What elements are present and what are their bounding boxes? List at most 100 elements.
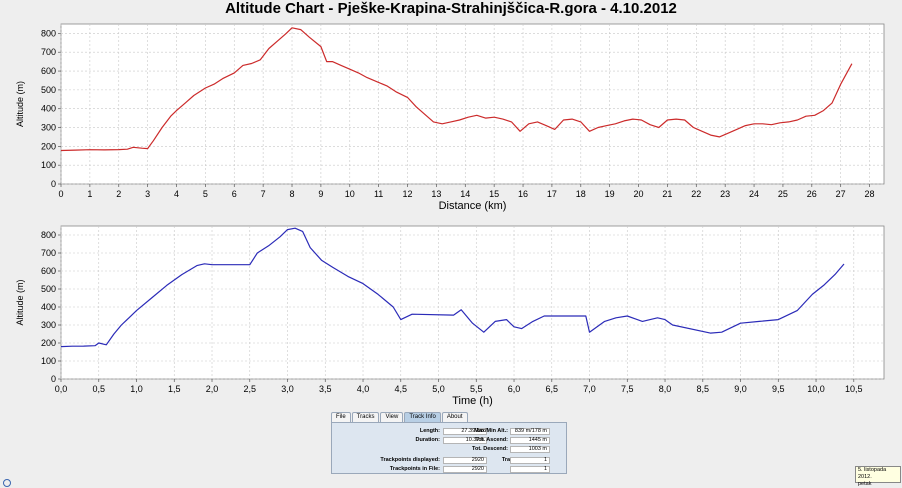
- y-tick-label: 500: [41, 85, 56, 95]
- y-tick-label: 100: [41, 356, 56, 366]
- descend-value: 1003 m: [510, 446, 550, 453]
- x-tick-label: 22: [691, 189, 701, 199]
- tab-file[interactable]: File: [331, 412, 351, 423]
- maxmin-value: 839 m/178 m: [510, 428, 550, 435]
- y-tick-label: 700: [41, 47, 56, 57]
- x-tick-label: 8,5: [697, 384, 710, 394]
- x-tick-label: 10: [345, 189, 355, 199]
- start-orb-icon[interactable]: [3, 479, 11, 487]
- x-tick-label: 21: [662, 189, 672, 199]
- y-axis-title: Altitude (m): [15, 279, 25, 325]
- x-tick-label: 3: [145, 189, 150, 199]
- x-tick-label: 4,5: [395, 384, 408, 394]
- length-label: Length:: [419, 428, 440, 434]
- time-altitude-chart: 0 100 200 300 400 500 600 700 800 0,0 0,5 1,0 1,5 2,0…: [15, 225, 885, 407]
- y-tick-label: 600: [41, 66, 56, 76]
- x-tick-label: 0: [58, 189, 63, 199]
- x-tick-label: 17: [547, 189, 557, 199]
- x-tick-label: 27: [836, 189, 846, 199]
- y-tick-label: 200: [41, 338, 56, 348]
- chart-title: Altitude Chart - Pješke-Krapina-Strahinj…: [225, 0, 677, 17]
- y-tick-label: 400: [41, 302, 56, 312]
- altitude-series-line: [60, 27, 853, 152]
- x-tick-label: 4: [174, 189, 179, 199]
- x-tick-label: 7: [261, 189, 266, 199]
- x-axis-title: Distance (km): [439, 200, 507, 212]
- x-tick-label: 1,5: [168, 384, 181, 394]
- y-tick-label: 800: [41, 230, 56, 240]
- x-tick-label: 2,5: [244, 384, 257, 394]
- x-tick-label: 9: [318, 189, 323, 199]
- x-tick-label: 24: [749, 189, 759, 199]
- trackpoints-displayed-value: 2920: [443, 457, 487, 464]
- x-tick-label: 3,0: [281, 384, 294, 394]
- x-tick-label: 6,0: [508, 384, 521, 394]
- tracks-file-value: 1: [510, 466, 550, 473]
- plot-area: [60, 225, 885, 380]
- x-tick-label: 10,5: [845, 384, 863, 394]
- y-tick-label: 300: [41, 123, 56, 133]
- maxmin-label: Max/Min Alt.:: [474, 428, 508, 434]
- x-axis-title: Time (h): [452, 395, 493, 407]
- x-tick-label: 5,5: [470, 384, 483, 394]
- x-tick-label: 23: [720, 189, 730, 199]
- x-tick-label: 0,5: [92, 384, 105, 394]
- x-tick-label: 6: [232, 189, 237, 199]
- x-tick-label: 3,5: [319, 384, 332, 394]
- length-value: 27.39 km: [443, 428, 487, 435]
- x-tick-label: 9,0: [734, 384, 747, 394]
- x-tick-label: 25: [778, 189, 788, 199]
- ascend-label: Tot. Ascend:: [475, 437, 508, 443]
- tracks-displayed-value: 1: [510, 457, 550, 464]
- duration-value: 10.37 h: [443, 437, 487, 444]
- tab-about[interactable]: About: [441, 412, 468, 423]
- x-tick-label: 20: [634, 189, 644, 199]
- x-tick-label: 19: [605, 189, 615, 199]
- x-tick-label: 13: [431, 189, 441, 199]
- x-tick-label: 12: [403, 189, 413, 199]
- x-tick-label: 8: [290, 189, 295, 199]
- clock-date: 5. listopada 2012.: [858, 467, 887, 480]
- x-tick-label: 7,5: [621, 384, 634, 394]
- x-tick-label: 26: [807, 189, 817, 199]
- x-tick-label: 2,0: [206, 384, 219, 394]
- y-tick-label: 700: [41, 248, 56, 258]
- altitude-series-line: [60, 227, 845, 348]
- ascend-value: 1445 m: [510, 437, 550, 444]
- y-tick-label: 800: [41, 28, 56, 38]
- x-tick-label: 6,5: [546, 384, 559, 394]
- track-info-box: Length: 27.39 km Duration: 10.37 h Track…: [331, 422, 567, 474]
- x-tick-label: 0,0: [55, 384, 68, 394]
- tab-tracks[interactable]: Tracks: [351, 412, 380, 423]
- y-tick-label: 0: [51, 179, 56, 189]
- x-tick-label: 14: [460, 189, 470, 199]
- plot-area: [60, 23, 885, 185]
- y-tick-label: 400: [41, 104, 56, 114]
- x-tick-label: 7,0: [583, 384, 596, 394]
- tab-bar: File Tracks View Track Info About: [331, 412, 469, 423]
- clock-day: petak: [858, 481, 872, 487]
- y-tick-label: 200: [41, 141, 56, 151]
- y-tick-label: 300: [41, 320, 56, 330]
- tab-track-info[interactable]: Track Info: [404, 412, 441, 423]
- tab-view[interactable]: View: [380, 412, 404, 423]
- y-axis-title: Altitude (m): [15, 81, 25, 127]
- x-tick-label: 5: [203, 189, 208, 199]
- x-tick-label: 18: [576, 189, 586, 199]
- x-tick-label: 10,0: [807, 384, 825, 394]
- y-tick-label: 600: [41, 266, 56, 276]
- track-info-panel: File Tracks View Track Info About Length…: [331, 412, 567, 474]
- x-tick-label: 9,5: [772, 384, 785, 394]
- clock-tooltip: 5. listopada 2012. petak: [855, 466, 901, 487]
- x-tick-label: 4,0: [357, 384, 370, 394]
- trackpoints-displayed-label: Trackpoints displayed:: [380, 457, 440, 463]
- trackpoints-file-label: Trackpoints in File:: [389, 466, 440, 472]
- x-tick-label: 11: [374, 189, 383, 199]
- x-tick-label: 1,0: [130, 384, 143, 394]
- x-tick-label: 16: [518, 189, 528, 199]
- duration-label: Duration:: [415, 437, 440, 443]
- x-tick-label: 8,0: [659, 384, 672, 394]
- trackpoints-file-value: 2920: [443, 466, 487, 473]
- x-tick-label: 28: [865, 189, 875, 199]
